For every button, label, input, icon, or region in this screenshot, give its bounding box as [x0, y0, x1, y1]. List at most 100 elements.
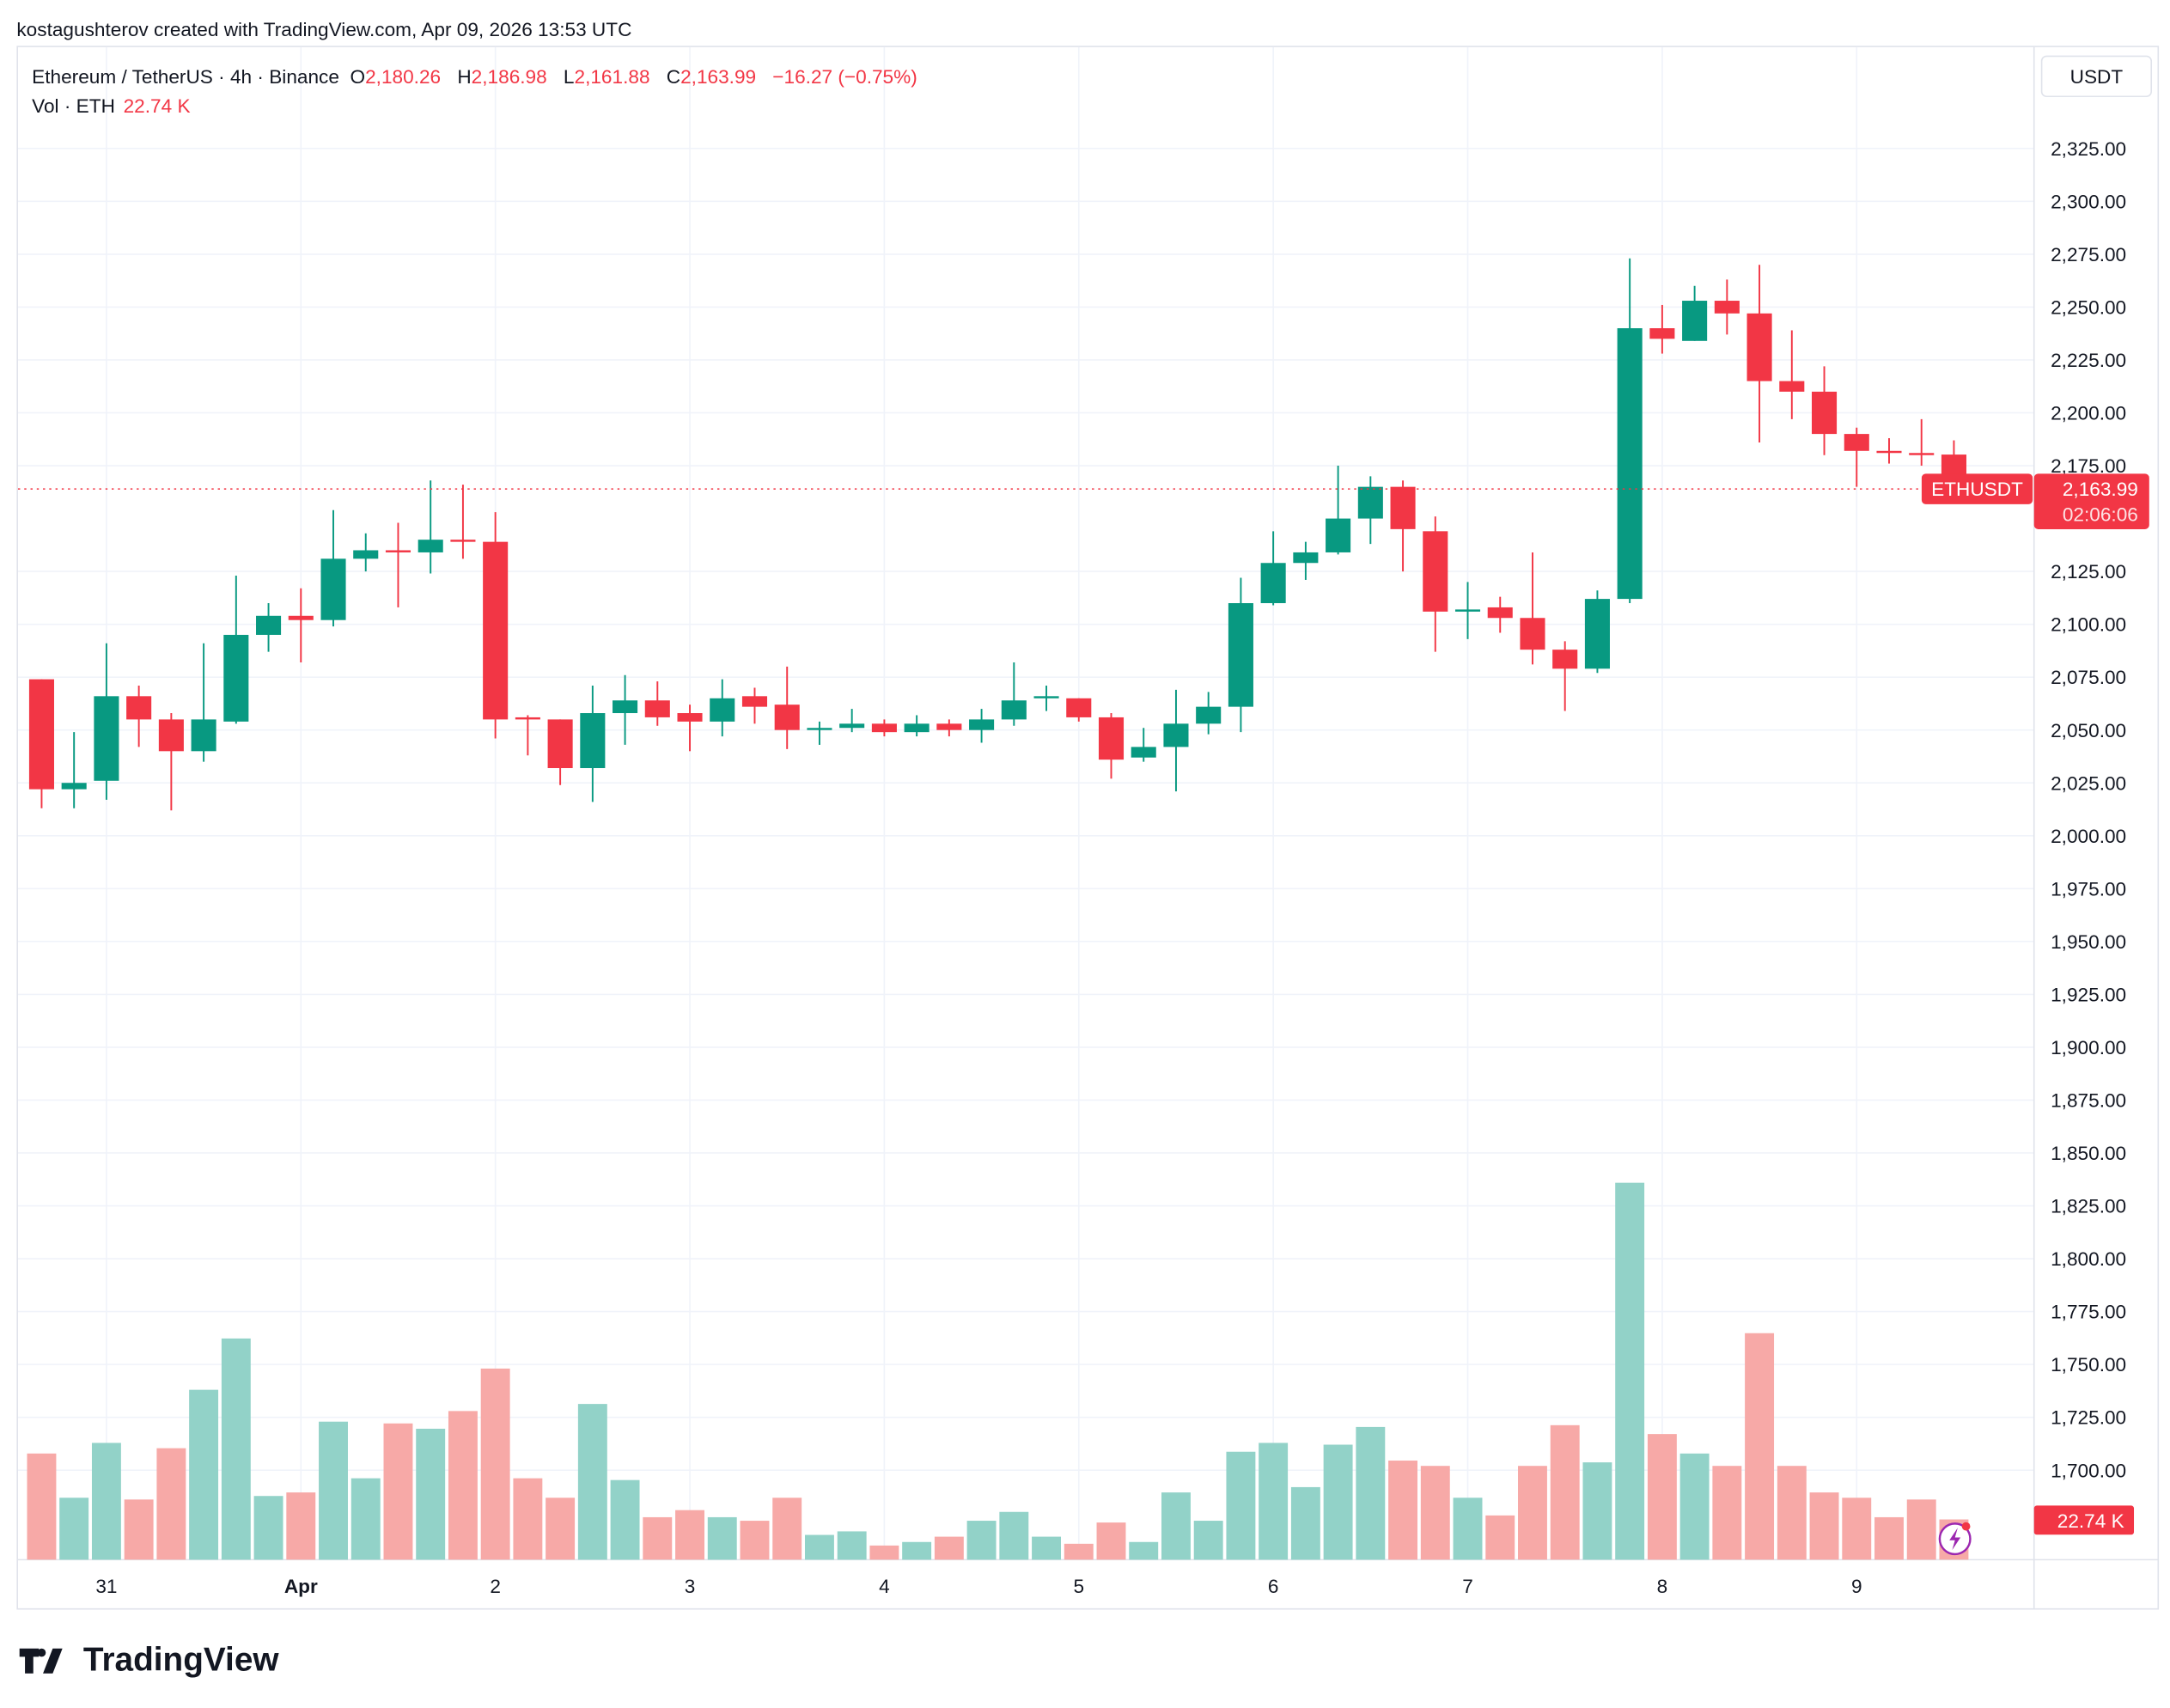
candle — [1390, 480, 1416, 572]
candle — [353, 533, 379, 572]
candle — [1357, 476, 1383, 545]
candle — [126, 686, 152, 747]
candle-body — [483, 541, 509, 720]
volume-bar — [934, 1536, 964, 1560]
candle-body — [1811, 391, 1838, 435]
time-axis-label: 9 — [1851, 1576, 1862, 1597]
volume-bar — [1259, 1443, 1289, 1560]
volume-bar — [91, 1443, 121, 1560]
candle — [1909, 418, 1935, 467]
volume-bar — [1615, 1182, 1645, 1560]
volume-legend-label[interactable]: Vol · ETH — [32, 94, 115, 117]
candle-body — [61, 783, 87, 790]
candle — [1682, 285, 1708, 341]
lightning-icon-bolt — [1949, 1528, 1961, 1551]
candle-body — [1066, 698, 1092, 717]
candle-body — [774, 705, 800, 730]
candle — [774, 666, 800, 749]
candle-body — [158, 719, 184, 752]
last-price-tag — [2033, 473, 2149, 529]
volume-bar — [1193, 1521, 1223, 1560]
volume-bar — [1777, 1466, 1807, 1560]
volume-bar — [999, 1511, 1029, 1560]
open-value: 2,180.26 — [365, 64, 442, 88]
candle — [28, 679, 54, 808]
candle-body — [1779, 381, 1805, 392]
candle-body — [580, 713, 606, 769]
candle — [1779, 330, 1805, 419]
symbol-tag-text: ETHUSDT — [1931, 479, 2023, 500]
price-axis-label: 2,175.00 — [2051, 455, 2126, 477]
candle-body — [1617, 328, 1643, 600]
candle — [256, 603, 282, 652]
volume-bar — [27, 1453, 57, 1560]
volume-bar — [837, 1531, 867, 1560]
lightning-icon[interactable] — [1938, 1522, 1972, 1556]
time-axis-label: 8 — [1657, 1576, 1668, 1597]
volume-legend-value: 22.74 K — [123, 94, 191, 117]
countdown-value: 02:06:06 — [2063, 503, 2138, 525]
candle-body — [1520, 618, 1545, 650]
volume-bar — [350, 1478, 381, 1560]
low-value: 2,161.88 — [574, 64, 650, 88]
candle — [385, 522, 411, 607]
volume-bar — [513, 1478, 543, 1560]
currency-button[interactable]: USDT — [2040, 55, 2153, 98]
symbol-title[interactable]: Ethereum / TetherUS · 4h · Binance — [32, 64, 339, 88]
candle-body — [1584, 599, 1610, 669]
volume-bar — [1874, 1516, 1904, 1560]
price-axis-label: 2,325.00 — [2051, 138, 2126, 160]
volume-bar — [1712, 1466, 1742, 1560]
chart-panel[interactable] — [16, 46, 2160, 1610]
ohlc-legend: Ethereum / TetherUS · 4h · Binance O2,18… — [32, 65, 929, 88]
price-axis-label: 1,900.00 — [2051, 1037, 2126, 1058]
time-axis-label: 2 — [490, 1576, 501, 1597]
candle-body — [807, 728, 832, 730]
volume-bar — [1032, 1536, 1062, 1560]
candle — [1033, 686, 1059, 711]
candle-body — [1260, 563, 1286, 604]
volume-bar — [1226, 1451, 1256, 1560]
candle-body — [1714, 301, 1740, 314]
candle — [1326, 466, 1351, 555]
volume-bar — [448, 1411, 478, 1560]
candle-body — [256, 615, 282, 635]
candle-body — [1649, 328, 1675, 339]
candle-body — [385, 550, 411, 552]
volume-bar — [1582, 1462, 1612, 1560]
volume-bar — [416, 1428, 446, 1560]
volume-bar — [740, 1521, 770, 1560]
candle-body — [223, 634, 249, 722]
candle-body — [741, 696, 768, 707]
candle-body — [710, 698, 735, 722]
candle — [1617, 258, 1643, 604]
candle-body — [1131, 747, 1156, 758]
time-axis-label: 31 — [95, 1576, 117, 1597]
price-axis-label: 2,275.00 — [2051, 244, 2126, 265]
price-axis-label: 2,100.00 — [2051, 614, 2126, 636]
price-axis-label: 2,000.00 — [2051, 826, 2126, 847]
volume-bar — [1096, 1522, 1126, 1560]
tradingview-logo[interactable]: TradingView — [19, 1642, 279, 1681]
volume-bar — [156, 1448, 186, 1560]
candle — [807, 721, 832, 745]
candle — [871, 719, 897, 737]
candle — [1454, 582, 1481, 639]
candle-body — [1293, 552, 1319, 564]
volume-bar — [221, 1338, 251, 1560]
candle — [1260, 531, 1286, 606]
candle-body — [644, 700, 670, 717]
candle-body — [126, 696, 152, 720]
candle — [1131, 728, 1156, 762]
last-price-value: 2,163.99 — [2063, 479, 2138, 500]
candle-body — [1163, 723, 1189, 747]
candle — [710, 679, 735, 737]
high-value: 2,186.98 — [471, 64, 547, 88]
candle — [418, 480, 443, 574]
close-value: 2,163.99 — [680, 64, 757, 88]
candle — [1487, 596, 1513, 633]
symbol-tag — [1921, 473, 2033, 504]
price-axis-label: 2,225.00 — [2051, 350, 2126, 371]
candle — [644, 681, 670, 726]
